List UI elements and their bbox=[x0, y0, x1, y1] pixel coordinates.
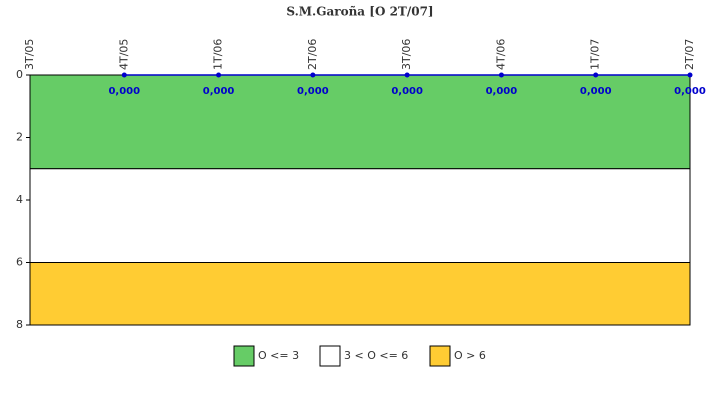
legend-label: 3 < O <= 6 bbox=[344, 349, 408, 362]
y-tick-label: 8 bbox=[16, 318, 23, 331]
value-label: 0,000 bbox=[486, 86, 518, 97]
y-tick-label: 4 bbox=[16, 193, 23, 206]
value-label: 0,000 bbox=[297, 86, 329, 97]
value-label: 0,000 bbox=[580, 86, 612, 97]
x-tick-label: 3T/05 bbox=[23, 39, 36, 70]
value-label: 0,000 bbox=[674, 86, 706, 97]
data-point bbox=[404, 72, 410, 78]
value-label: 0,000 bbox=[108, 86, 140, 97]
legend-label: O > 6 bbox=[454, 349, 486, 362]
legend-label: O <= 3 bbox=[258, 349, 299, 362]
chart-title: S.M.Garoña [O 2T/07] bbox=[286, 5, 433, 19]
data-point bbox=[498, 72, 504, 78]
x-tick-label: 1T/06 bbox=[212, 39, 225, 70]
legend-swatch bbox=[233, 345, 255, 367]
x-tick-label: 4T/06 bbox=[494, 39, 507, 70]
y-tick-label: 2 bbox=[16, 131, 23, 144]
data-point bbox=[687, 72, 693, 78]
legend-swatch bbox=[319, 345, 341, 367]
x-tick-label: 1T/07 bbox=[589, 39, 602, 70]
y-tick-label: 0 bbox=[16, 68, 23, 81]
x-tick-label: 4T/05 bbox=[117, 39, 130, 70]
band bbox=[29, 74, 691, 170]
y-tick-label: 6 bbox=[16, 256, 23, 269]
data-point bbox=[121, 72, 127, 78]
x-tick-label: 2T/06 bbox=[306, 39, 319, 70]
x-tick-label: 2T/07 bbox=[683, 39, 696, 70]
value-label: 0,000 bbox=[391, 86, 423, 97]
band bbox=[29, 262, 691, 326]
data-point bbox=[310, 72, 316, 78]
data-point bbox=[593, 72, 599, 78]
value-label: 0,000 bbox=[203, 86, 235, 97]
band bbox=[29, 168, 691, 263]
legend-swatch bbox=[429, 345, 451, 367]
x-tick-label: 3T/06 bbox=[400, 39, 413, 70]
data-point bbox=[216, 72, 222, 78]
